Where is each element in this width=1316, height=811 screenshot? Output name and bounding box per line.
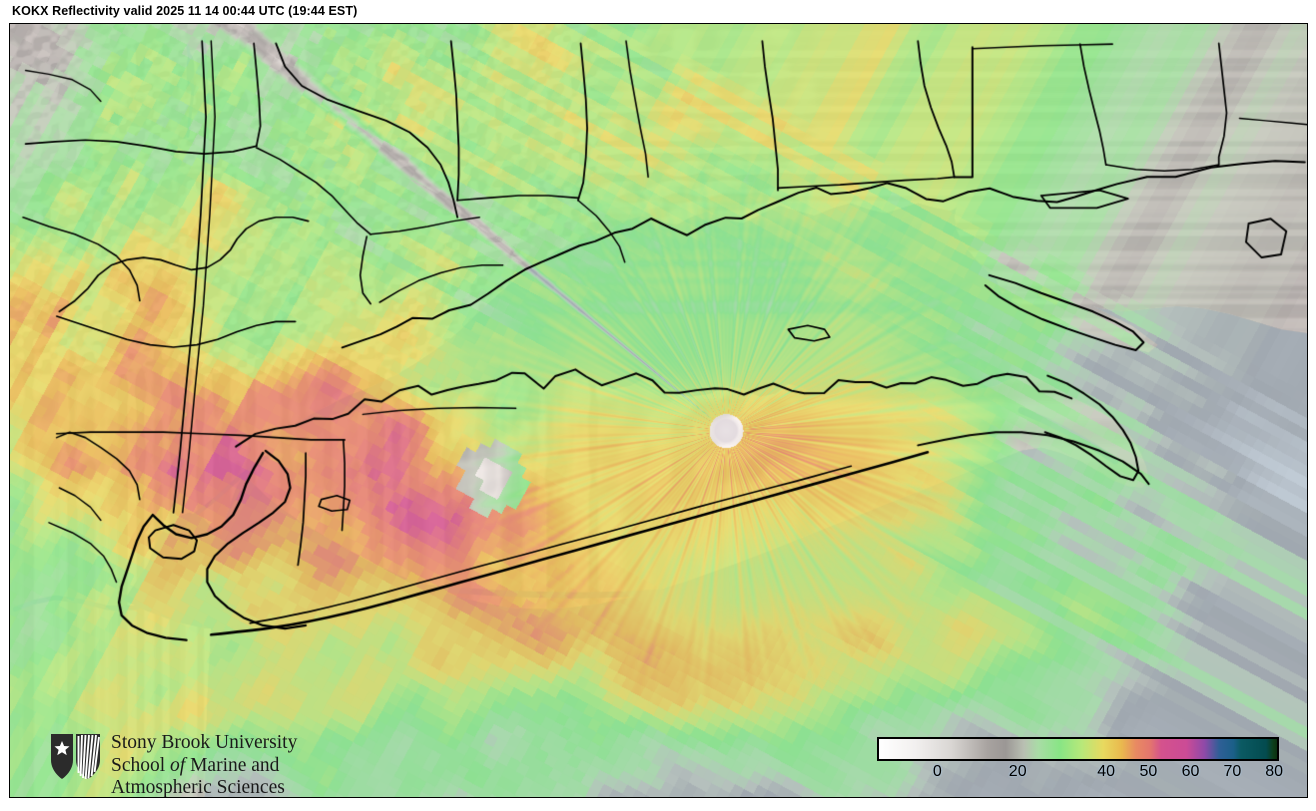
colorbar-tick-80: 80 [1265,763,1284,780]
colorbar-tick-40: 40 [1097,763,1116,780]
page-title: KOKX Reflectivity valid 2025 11 14 00:44… [12,4,358,18]
radar-map[interactable]: 0 20 40 50 60 70 80 Stony Brook University [9,23,1308,798]
colorbar-tick-50: 50 [1139,763,1158,780]
colorbar-tick-0: 0 [932,763,942,780]
colorbar-tick-labels: 0 20 40 50 60 70 80 [877,763,1283,787]
radar-map-canvas[interactable] [10,24,1307,797]
colorbar-tick-60: 60 [1181,763,1200,780]
colorbar [877,737,1279,761]
colorbar-tick-70: 70 [1223,763,1242,780]
colorbar-tick-20: 20 [1008,763,1027,780]
colorbar-gradient [877,737,1279,761]
